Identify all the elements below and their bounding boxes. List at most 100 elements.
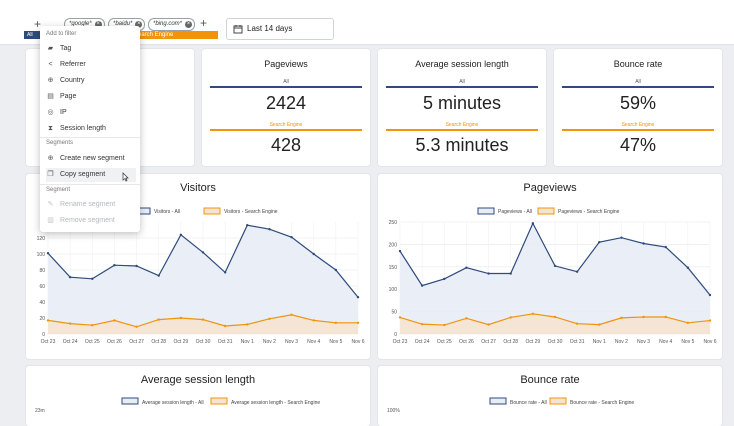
- chart-card-pageviews: Pageviews 0 50 100 150 200 250 Oct 23 Oct 24 Oct…: [378, 174, 722, 359]
- menu-item-referrer[interactable]: < Referrer: [46, 58, 136, 72]
- data-point: [113, 319, 116, 322]
- data-point: [420, 284, 424, 287]
- data-point: [487, 323, 490, 326]
- data-point: [664, 245, 667, 249]
- data-point: [509, 272, 512, 275]
- x-tick-label: Oct 23: [41, 339, 56, 345]
- data-point: [531, 312, 535, 316]
- chart-title: Pageviews: [523, 182, 577, 194]
- visitors-chart: 0 20 40 60 80 100 120 Oct 23 Oct 24 Oct 25 Oct 26 O…: [37, 207, 365, 345]
- x-tick-label: Oct 26: [459, 339, 474, 345]
- stat-title: Pageviews: [264, 59, 308, 69]
- x-tick-label: Oct 28: [503, 339, 518, 345]
- data-point: [268, 317, 271, 320]
- data-point: [334, 321, 338, 324]
- menu-item-page[interactable]: ▤ Page: [46, 90, 136, 104]
- stat-value-search: 47%: [619, 135, 657, 155]
- data-point: [223, 324, 227, 328]
- menu-item-session-length[interactable]: ⧗ Session length: [46, 122, 136, 136]
- legend-swatch-search: [537, 207, 555, 215]
- bounce-rate-legend: Bounce rate - All Bounce rate - Search E…: [387, 397, 634, 414]
- menu-item-copy-segment[interactable]: ❐ Copy segment: [46, 168, 136, 182]
- data-point: [642, 242, 645, 245]
- data-point: [465, 317, 468, 320]
- x-tick-label: Oct 30: [196, 339, 211, 345]
- x-tick-label: Nov 3: [637, 339, 650, 345]
- data-point: [246, 224, 249, 227]
- data-point: [223, 271, 227, 274]
- data-point: [135, 264, 138, 268]
- data-point: [268, 228, 271, 231]
- menu-heading-add-to-filter: Add to filter: [46, 31, 77, 37]
- y-tick-label: 20: [39, 316, 45, 322]
- legend-swatch-search[interactable]: [210, 397, 228, 405]
- stat-card-bounce-rate: Bounce rate All 59% Search Engine 47%: [554, 49, 722, 166]
- data-point: [113, 264, 116, 267]
- data-point: [708, 293, 712, 297]
- data-point: [157, 318, 160, 321]
- segment-all-label: All: [635, 79, 641, 85]
- segment-all-line: [386, 86, 538, 88]
- chart-card-session-length: Average session length Average session l…: [26, 366, 370, 426]
- menu-item-label: Tag: [60, 45, 72, 52]
- x-tick-label: Oct 28: [151, 339, 166, 345]
- chart-card-bounce-rate: Bounce rate Bounce rate - All Bounce rat…: [378, 366, 722, 426]
- data-point: [420, 322, 424, 326]
- y-tick-label: 150: [389, 265, 398, 271]
- close-icon[interactable]: ×: [135, 21, 143, 28]
- close-icon[interactable]: ×: [185, 21, 193, 28]
- stat-card-pageviews: Pageviews All 2424 Search Engine 428: [202, 49, 370, 166]
- stat-title: Bounce rate: [613, 59, 663, 69]
- menu-divider: [40, 137, 140, 138]
- legend-swatch-all[interactable]: [489, 397, 507, 405]
- data-point: [68, 322, 72, 325]
- close-icon[interactable]: ×: [94, 21, 102, 28]
- legend-label-all: Visitors - All: [154, 209, 180, 215]
- chart-title: Average session length: [140, 374, 256, 386]
- add-filter-icon[interactable]: +: [34, 17, 42, 31]
- menu-item-tag[interactable]: ▰ Tag: [46, 42, 136, 56]
- segment-all-label: All: [459, 79, 465, 85]
- page-icon: ▤: [47, 93, 54, 100]
- segment-search-tab[interactable]: Search Engine: [62, 31, 218, 39]
- x-tick-label: Oct 27: [129, 339, 144, 345]
- segment-search-line: [562, 129, 714, 131]
- x-tick-label: Oct 23: [393, 339, 408, 345]
- date-range-picker[interactable]: Last 14 days: [226, 18, 334, 40]
- chart-card-visitors: Visitors 0 20 40 60 80 100 120 Oct 23 Oct 24 Oct …: [26, 174, 370, 359]
- segment-all-label: All: [27, 32, 33, 38]
- legend-label-search: Bounce rate - Search Engine: [570, 400, 634, 406]
- data-point: [465, 266, 468, 269]
- y-tick-label: 200: [389, 242, 398, 248]
- data-point: [201, 251, 205, 254]
- y-tick-label: 50: [391, 310, 397, 316]
- y-tick-label: 0: [394, 332, 397, 338]
- add-segment-button[interactable]: +: [200, 16, 208, 30]
- data-point: [664, 315, 667, 319]
- legend-label-search: Average session length - Search Engine: [231, 400, 320, 406]
- data-point: [135, 325, 138, 328]
- chart-title: Visitors: [180, 182, 216, 194]
- legend-label-search: Visitors - Search Engine: [224, 209, 278, 215]
- segment-search-label: Search Engine: [445, 122, 479, 128]
- menu-item-country[interactable]: ⊕ Country: [46, 74, 136, 88]
- filter-chip-bing[interactable]: *bing.com* ×: [148, 18, 196, 31]
- y-tick-top: 100%: [387, 408, 400, 414]
- series-area-search: [48, 314, 358, 334]
- data-point: [290, 236, 293, 239]
- date-range-label: Last 14 days: [247, 24, 293, 33]
- data-point: [553, 315, 557, 319]
- series-area-all: [400, 223, 710, 334]
- legend-swatch-all[interactable]: [121, 397, 139, 405]
- legend-swatch-search[interactable]: [549, 397, 567, 405]
- tag-icon: ▰: [47, 45, 54, 52]
- x-tick-label: Oct 30: [548, 339, 563, 345]
- menu-item-ip[interactable]: ◎ IP: [46, 106, 136, 120]
- data-point: [356, 296, 360, 299]
- segment-all-line: [562, 86, 714, 88]
- stat-value-search: 428: [270, 135, 302, 155]
- menu-item-create-segment[interactable]: ⊕ Create new segment: [46, 152, 136, 166]
- segment-search-line: [386, 129, 538, 131]
- cursor-icon: [122, 172, 129, 182]
- session-length-legend: Average session length - All Average ses…: [35, 397, 320, 414]
